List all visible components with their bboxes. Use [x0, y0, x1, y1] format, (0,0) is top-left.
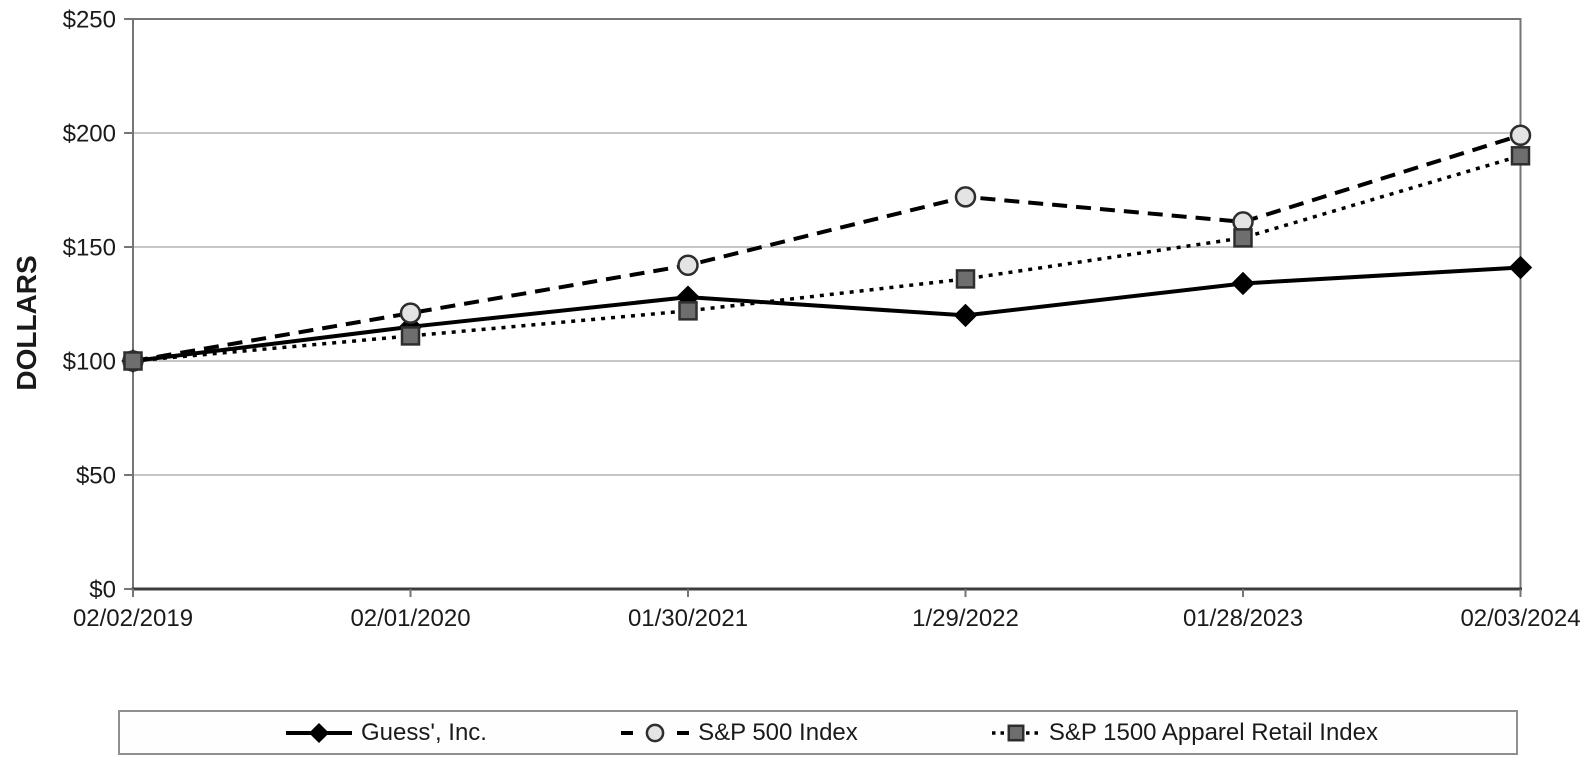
svg-text:02/03/2024: 02/03/2024 [1460, 605, 1580, 632]
chart-legend: Guess', Inc. S&P 500 Index S&P 1500 Appa… [118, 710, 1518, 755]
svg-text:01/30/2021: 01/30/2021 [628, 605, 748, 632]
dashed-line-circle-marker-icon [621, 723, 690, 742]
svg-text:$50: $50 [76, 463, 116, 490]
legend-label-apparel-retail: S&P 1500 Apparel Retail Index [1048, 718, 1378, 746]
dotted-line-square-marker-icon [991, 724, 1040, 741]
legend-item-guess: Guess', Inc. [285, 720, 487, 746]
legend-label-guess: Guess', Inc. [361, 718, 487, 746]
svg-text:02/02/2019: 02/02/2019 [73, 605, 193, 632]
svg-text:DOLLARS: DOLLARS [11, 255, 42, 390]
svg-text:02/01/2020: 02/01/2020 [350, 605, 470, 632]
legend-item-apparel-retail: S&P 1500 Apparel Retail Index [991, 720, 1378, 746]
svg-text:01/28/2023: 01/28/2023 [1183, 605, 1303, 632]
svg-text:$150: $150 [63, 235, 116, 262]
svg-text:$200: $200 [63, 121, 116, 148]
svg-text:$0: $0 [89, 577, 116, 604]
solid-line-diamond-marker-icon [286, 722, 352, 743]
legend-item-sp500: S&P 500 Index [620, 720, 858, 746]
legend-label-sp500: S&P 500 Index [698, 718, 858, 746]
svg-text:$250: $250 [63, 7, 116, 34]
svg-text:$100: $100 [63, 349, 116, 376]
svg-text:1/29/2022: 1/29/2022 [912, 605, 1019, 632]
line-chart: $0 $50 $100 $150 $200 $250 02/02/2019 02/01/202… [11, 7, 1581, 633]
